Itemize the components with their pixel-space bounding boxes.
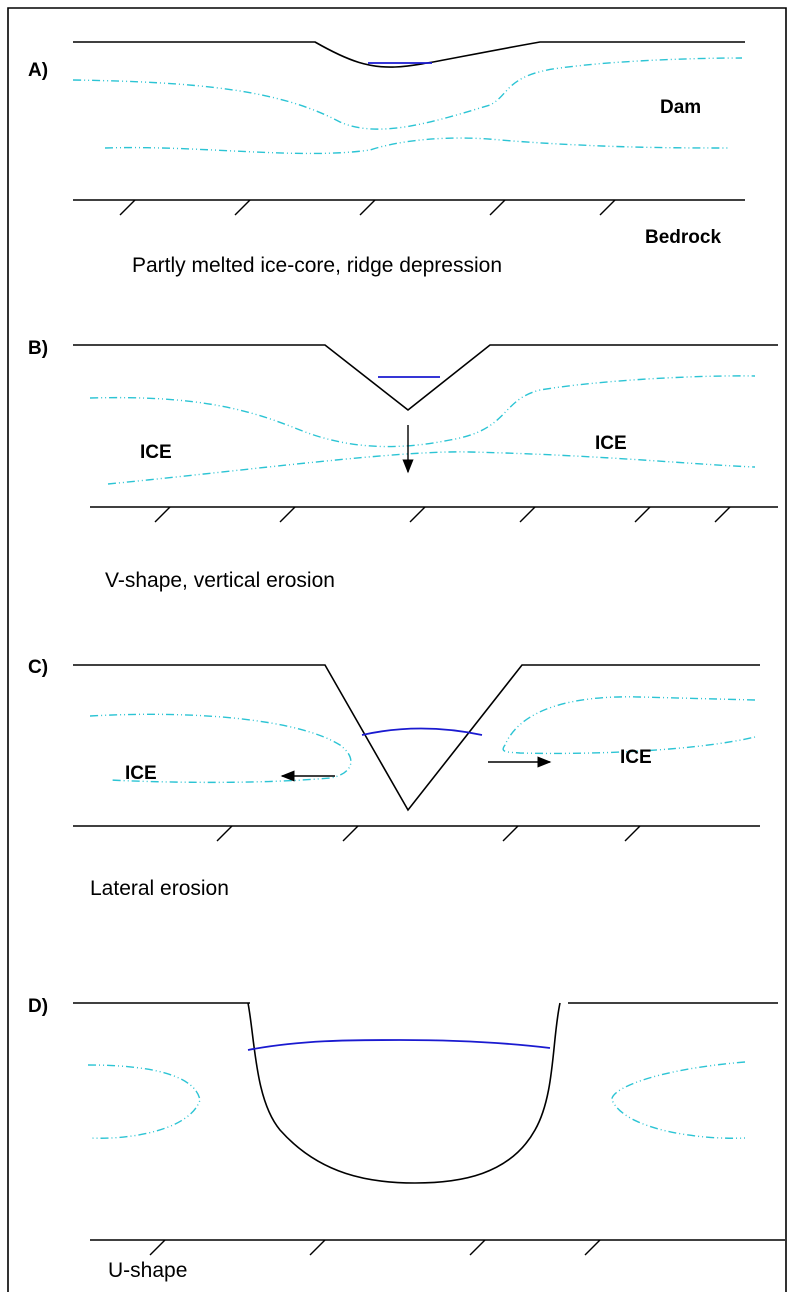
ice-boundary bbox=[502, 696, 756, 755]
ice-boundary bbox=[89, 375, 756, 448]
bedrock bbox=[90, 506, 778, 523]
surface bbox=[73, 664, 760, 812]
ice-boundary bbox=[611, 1061, 746, 1139]
caption: Partly melted ice-core, ridge depression bbox=[132, 254, 502, 277]
annotation: ICE bbox=[125, 763, 157, 784]
panel-label: B) bbox=[28, 338, 48, 359]
panel-label: D) bbox=[28, 996, 48, 1017]
water bbox=[361, 727, 483, 736]
water bbox=[247, 1039, 551, 1051]
ice-boundary bbox=[72, 57, 743, 130]
annotation: Dam bbox=[660, 97, 701, 118]
panel-b: B) ICE ICE V-shape, vertical erosion bbox=[28, 338, 778, 592]
annotation: ICE bbox=[620, 747, 652, 768]
panel-label: C) bbox=[28, 657, 48, 678]
caption: U-shape bbox=[108, 1259, 187, 1282]
panel-a: A) Dam Bedrock Partly melted ice-core, r… bbox=[28, 41, 745, 277]
ice-boundary bbox=[89, 713, 352, 784]
panel-label: A) bbox=[28, 60, 48, 81]
bedrock bbox=[90, 1239, 785, 1256]
ice-boundary bbox=[87, 1064, 201, 1139]
ice-boundary bbox=[107, 451, 756, 485]
surface bbox=[73, 41, 745, 68]
bedrock bbox=[73, 825, 760, 842]
annotation: ICE bbox=[595, 433, 627, 454]
border bbox=[7, 7, 787, 1292]
channel bbox=[247, 1002, 561, 1184]
ice-boundary bbox=[104, 137, 729, 155]
annotation: Bedrock bbox=[645, 227, 721, 248]
caption: Lateral erosion bbox=[90, 877, 229, 900]
panel-c: C) ICE ICE Lateral erosion bbox=[28, 657, 760, 900]
panel-d: D) U-shape bbox=[28, 996, 785, 1282]
caption: V-shape, vertical erosion bbox=[105, 569, 335, 592]
bedrock bbox=[73, 199, 745, 216]
surface bbox=[73, 344, 778, 412]
annotation: ICE bbox=[140, 442, 172, 463]
